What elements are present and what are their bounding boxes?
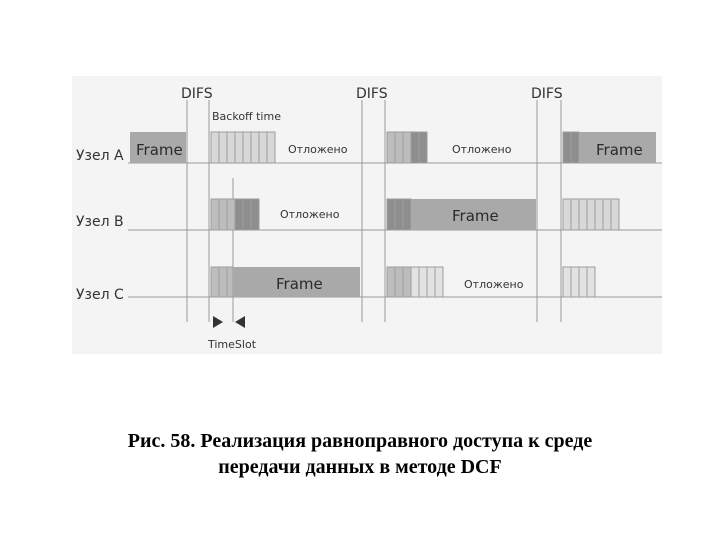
backoff-slot — [570, 266, 580, 298]
arrow-left-icon — [235, 316, 245, 328]
difs-label-2: DIFS — [356, 86, 388, 102]
backoff-slot — [402, 198, 412, 231]
backoff-slot — [562, 266, 572, 298]
frame-block — [411, 199, 536, 230]
backoff-slot — [402, 131, 412, 164]
deferred-label: Отложено — [452, 143, 512, 156]
backoff-slot — [410, 131, 420, 164]
backoff-slot — [386, 131, 396, 164]
backoff-slot — [386, 266, 396, 298]
node-label-b: Узел B — [76, 214, 124, 230]
backoff-slot — [402, 266, 412, 298]
backoff-slot — [418, 131, 428, 164]
backoff-slot — [610, 198, 620, 231]
frame-label: Frame — [596, 141, 643, 159]
node-b-row: Отложено Frame — [210, 198, 620, 231]
backoff-slot — [586, 198, 596, 231]
backoff-slots — [562, 266, 596, 298]
deferred-label: Отложено — [288, 143, 348, 156]
frame-block — [130, 132, 186, 163]
backoff-slot — [570, 198, 580, 231]
backoff-slot — [426, 266, 436, 298]
arrow-right-icon — [213, 316, 223, 328]
frame-block — [233, 267, 360, 297]
backoff-slot — [234, 198, 244, 231]
backoff-slot — [434, 266, 444, 298]
backoff-slot — [586, 266, 596, 298]
backoff-slot — [226, 131, 236, 164]
caption-line-1: Рис. 58. Реализация равноправного доступ… — [127, 430, 593, 452]
backoff-slot — [594, 198, 604, 231]
backoff-slots — [210, 131, 276, 164]
backoff-slot — [418, 266, 428, 298]
backoff-slot — [218, 198, 228, 231]
difs-boundaries — [186, 100, 562, 322]
backoff-slot — [210, 198, 220, 231]
backoff-slot — [218, 266, 228, 298]
deferred-label: Отложено — [464, 278, 524, 291]
caption-line-2: передачи данных в методе DCF — [218, 456, 502, 478]
backoff-slot — [386, 198, 396, 231]
node-c-row: Frame Отложено — [210, 266, 596, 298]
frame-block — [579, 132, 656, 163]
backoff-slot — [258, 131, 268, 164]
backoff-slot — [250, 198, 260, 231]
backoff-slots — [210, 198, 260, 231]
backoff-slots — [386, 131, 428, 164]
backoff-time-label: Backoff time — [212, 110, 281, 123]
backoff-slots — [562, 198, 620, 231]
node-label-a: Узел A — [76, 148, 124, 164]
backoff-slot — [266, 131, 276, 164]
backoff-slot — [242, 198, 252, 231]
backoff-slot — [570, 131, 580, 164]
backoff-slot — [218, 131, 228, 164]
frame-label: Frame — [136, 141, 183, 159]
backoff-slot — [394, 198, 404, 231]
backoff-slot — [250, 131, 260, 164]
frame-label: Frame — [452, 207, 499, 225]
backoff-slot — [394, 131, 404, 164]
difs-label-3: DIFS — [531, 86, 563, 102]
backoff-slots — [386, 266, 444, 298]
backoff-slot — [394, 266, 404, 298]
timeslot-marker: TimeSlot — [207, 316, 257, 351]
backoff-slot — [562, 198, 572, 231]
node-a-row: Frame Отложено Отложено Frame — [130, 131, 656, 164]
backoff-slot — [226, 198, 236, 231]
backoff-slot — [562, 131, 572, 164]
difs-label-1: DIFS — [181, 86, 213, 102]
figure-caption: Рис. 58. Реализация равноправного доступ… — [40, 428, 680, 480]
frame-label: Frame — [276, 275, 323, 293]
backoff-slot — [234, 131, 244, 164]
backoff-slot — [242, 131, 252, 164]
deferred-label: Отложено — [280, 208, 340, 221]
backoff-slot — [210, 131, 220, 164]
backoff-slot — [578, 198, 588, 231]
backoff-slot — [578, 266, 588, 298]
backoff-slot — [410, 266, 420, 298]
backoff-slot — [210, 266, 220, 298]
timeslot-label: TimeSlot — [207, 338, 257, 351]
backoff-slot — [602, 198, 612, 231]
backoff-slot — [226, 266, 234, 298]
node-label-c: Узел C — [76, 287, 124, 303]
